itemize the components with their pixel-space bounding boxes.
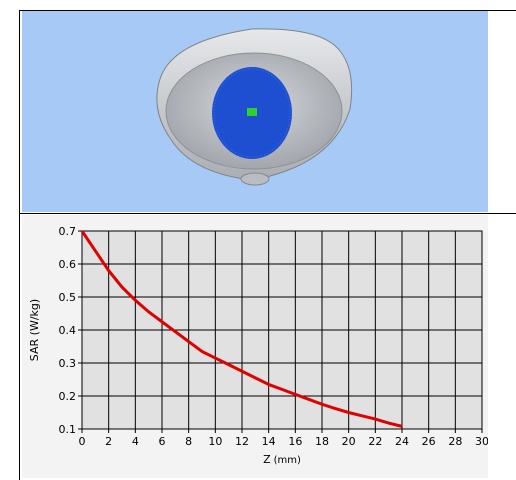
y-tick-label: 0.7: [59, 225, 77, 238]
x-tick-label: 14: [262, 435, 276, 448]
y-tick-label: 0.1: [59, 423, 77, 436]
border-top: [19, 10, 516, 11]
y-tick-label: 0.3: [59, 357, 77, 370]
x-tick-label: 2: [105, 435, 112, 448]
x-tick-label: 16: [288, 435, 302, 448]
x-tick-label: 0: [79, 435, 86, 448]
x-axis-label: Z (mm): [263, 453, 301, 466]
x-tick-label: 28: [448, 435, 462, 448]
x-tick-label: 10: [208, 435, 222, 448]
border-middle: [19, 213, 516, 214]
y-tick-label: 0.5: [59, 291, 77, 304]
y-tick-label: 0.6: [59, 258, 77, 271]
x-tick-label: 30: [475, 435, 488, 448]
sar-plot-panel: 0 2 4 6 8 10 12 14 16 18 20 22 24 26 28 30 0.1 0.2 0.3 0.4 0…: [22, 215, 488, 478]
phantom-scene: [156, 28, 353, 186]
sar-curve: [80, 230, 403, 428]
sar-z-chart: 0 2 4 6 8 10 12 14 16 18 20 22 24 26 28 300.10.20.30.40…: [28, 225, 488, 466]
phantom-base-nub: [240, 172, 270, 186]
y-axis-label: SAR (W/kg): [28, 299, 41, 361]
border-left: [19, 10, 20, 480]
x-tick-label: 18: [315, 435, 329, 448]
phantom-3d-view: [22, 11, 488, 212]
scan-grid-highlight: [213, 68, 291, 158]
x-tick-label: 4: [132, 435, 139, 448]
x-tick-label: 24: [395, 435, 409, 448]
x-tick-label: 22: [368, 435, 382, 448]
x-tick-label: 8: [185, 435, 192, 448]
peak-location-icon: [247, 108, 257, 116]
x-tick-label: 26: [422, 435, 436, 448]
y-tick-label: 0.4: [59, 324, 77, 337]
x-tick-label: 6: [159, 435, 166, 448]
x-tick-label: 12: [235, 435, 249, 448]
plot-frame: [81, 230, 483, 430]
x-axis-label-name: Z: [263, 453, 271, 466]
x-axis-label-unit: (mm): [274, 455, 301, 466]
y-tick-label: 0.2: [59, 390, 77, 403]
x-tick-label: 20: [342, 435, 356, 448]
